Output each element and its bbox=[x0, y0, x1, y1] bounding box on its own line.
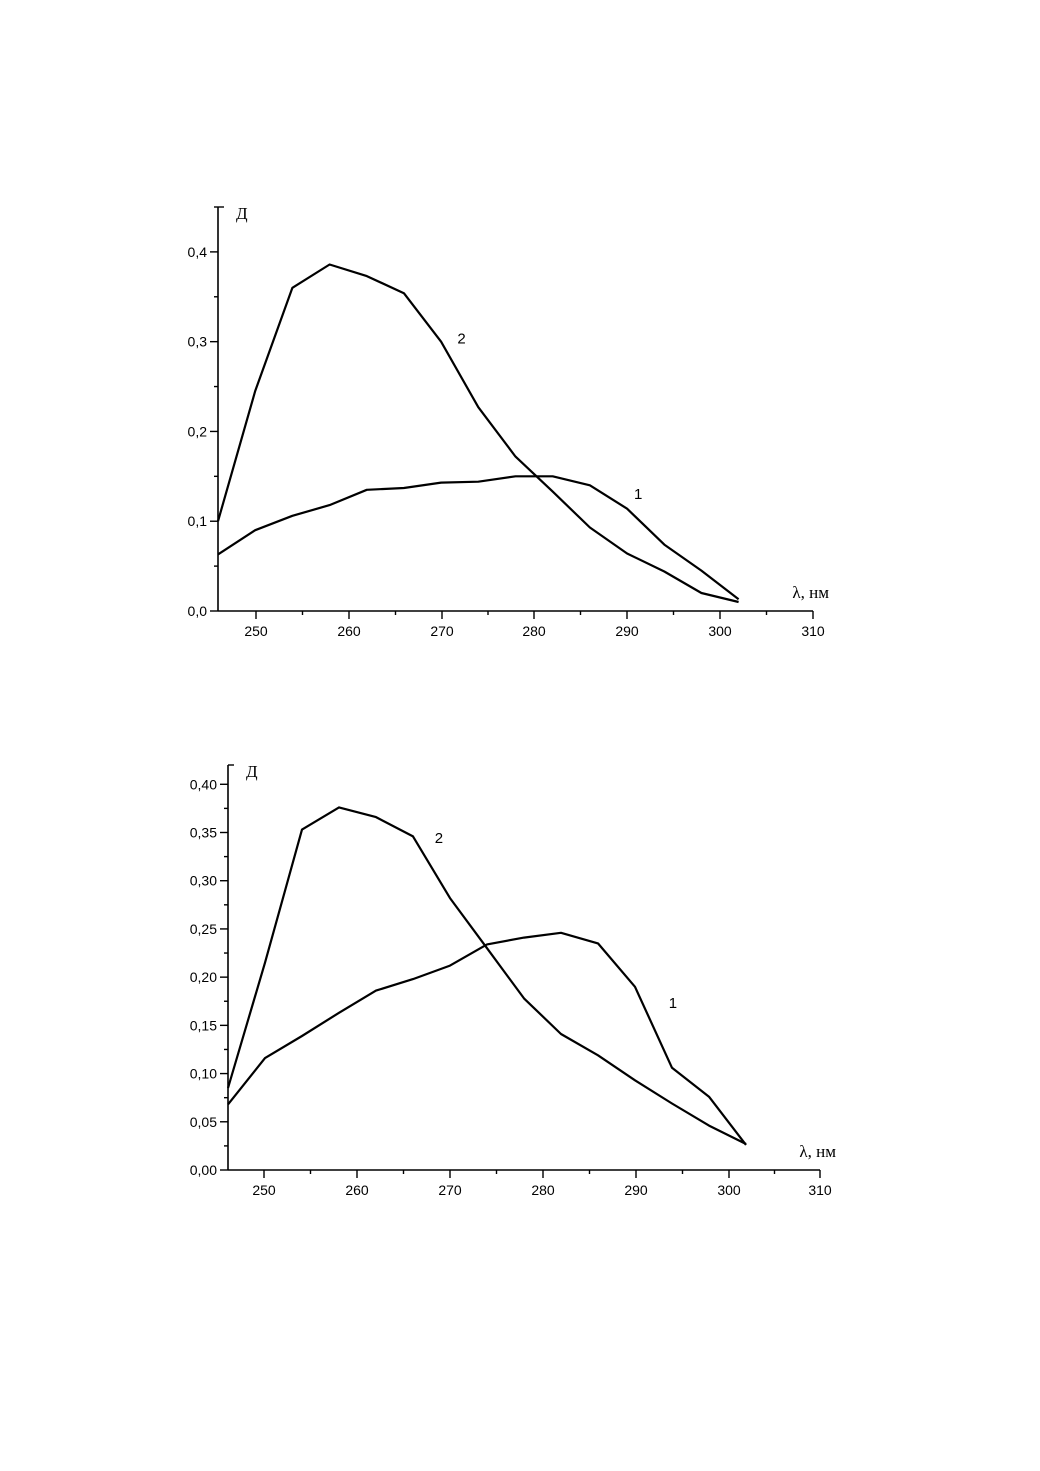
y-tick-label: 0,40 bbox=[190, 776, 217, 792]
curve-label-1: 1 bbox=[634, 486, 642, 503]
y-tick-label: 0,3 bbox=[188, 334, 208, 350]
x-tick-label: 260 bbox=[345, 1182, 369, 1198]
x-axis-label: λ, нм bbox=[799, 1142, 836, 1161]
x-tick-label: 250 bbox=[252, 1182, 276, 1198]
series-1-line bbox=[227, 931, 747, 1146]
y-tick-label: 0,25 bbox=[190, 921, 217, 937]
y-tick-label: 0,20 bbox=[190, 969, 217, 985]
y-tick-label: 0,05 bbox=[190, 1114, 217, 1130]
x-axis-label: λ, нм bbox=[792, 583, 829, 602]
x-tick-label: 280 bbox=[522, 623, 546, 639]
x-tick-label: 310 bbox=[808, 1182, 832, 1198]
y-tick-label: 0,2 bbox=[188, 423, 208, 439]
chart-1: 0,0 0,1 0,2 0,3 0,4 250 260 270 280 290 300 310 Дλ, … bbox=[188, 204, 830, 639]
x-tick-label: 260 bbox=[337, 623, 361, 639]
curve-label-2: 2 bbox=[457, 330, 465, 347]
y-tick-label: 0,0 bbox=[188, 603, 208, 619]
y-tick-label: 0,00 bbox=[190, 1162, 217, 1178]
chart-2: 0,00 0,05 0,10 0,15 0,20 0,25 0,30 0,35 0,40 250 2… bbox=[190, 762, 836, 1198]
x-tick-label: 270 bbox=[430, 623, 454, 639]
series-2-line bbox=[216, 263, 739, 604]
x-tick-label: 300 bbox=[717, 1182, 741, 1198]
series-1-line bbox=[217, 475, 740, 601]
y-tick-label: 0,1 bbox=[188, 513, 208, 529]
x-tick-label: 290 bbox=[624, 1182, 648, 1198]
y-tick-label: 0,15 bbox=[190, 1017, 217, 1033]
x-tick-label: 280 bbox=[531, 1182, 555, 1198]
y-tick-label: 0,35 bbox=[190, 825, 217, 841]
x-tick-label: 300 bbox=[708, 623, 732, 639]
y-tick-label: 0,10 bbox=[190, 1066, 217, 1082]
x-tick-label: 270 bbox=[438, 1182, 462, 1198]
x-tick-label: 290 bbox=[615, 623, 639, 639]
curve-label-2: 2 bbox=[435, 830, 443, 847]
x-tick-label: 250 bbox=[244, 623, 268, 639]
y-axis-label: Д bbox=[236, 204, 248, 223]
series-2-line bbox=[226, 806, 747, 1145]
x-tick-label: 310 bbox=[801, 623, 825, 639]
curve-label-1: 1 bbox=[669, 995, 677, 1012]
y-tick-label: 0,30 bbox=[190, 873, 217, 889]
y-tick-label: 0,4 bbox=[188, 244, 208, 260]
y-axis-label: Д bbox=[246, 762, 258, 781]
